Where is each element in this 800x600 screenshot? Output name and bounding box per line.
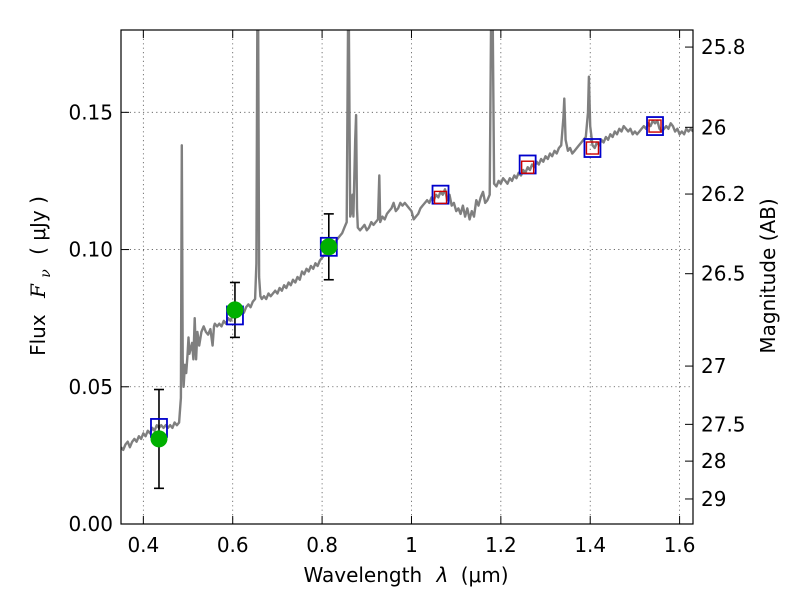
observed-circle [226,301,244,319]
x-tick-label: 1 [405,533,418,557]
y-tick-labels: 0.00 0.05 0.10 0.15 [68,100,113,536]
observed-circle [150,430,168,448]
mag-tick-label: 26.2 [701,182,746,206]
model-photometry-square [583,138,602,158]
axis-ticks [121,30,693,525]
mag-tick-label: 26.5 [701,262,746,286]
y-tick-label: 0.10 [68,238,113,262]
x-tick-label: 0.4 [127,533,159,557]
markers [150,116,664,490]
magnitude-tick-labels: 25.8 26 26.2 26.5 27 27.5 28 29 [701,35,746,511]
x-axis-title: Wavelength λ (μm) [303,563,508,587]
y-tick-label: 0.00 [68,512,113,536]
y-tick-label: 0.05 [68,375,113,399]
spectrum-line [121,30,693,452]
mag-tick-label: 28 [701,449,726,473]
x-tick-label: 1.4 [574,533,606,557]
x-tick-label: 0.8 [306,533,338,557]
y-axis-title: Flux F ν ( μJy ) [26,196,55,356]
observed-circle [320,238,338,256]
model-photometry-square [646,116,664,136]
y2-axis-title: Magnitude (AB) [756,198,780,353]
mag-tick-label: 26 [701,115,726,139]
observed-ir-square [648,119,662,133]
x-tick-label: 1.6 [664,533,696,557]
mag-tick-label: 29 [701,487,726,511]
x-tick-label: 1.2 [485,533,517,557]
mag-tick-label: 27.5 [701,412,746,436]
plot-frame [120,29,694,525]
x-tick-labels: 0.4 0.6 0.8 1 1.2 1.4 1.6 [127,533,695,557]
observed-ir-square [520,160,535,174]
mag-tick-label: 27 [701,354,726,378]
mag-tick-label: 25.8 [701,35,746,59]
y-tick-label: 0.15 [68,100,113,124]
grid [121,30,693,525]
observed-ir-square [585,141,600,155]
x-tick-label: 0.6 [217,533,249,557]
observed-ir-square [433,190,448,205]
